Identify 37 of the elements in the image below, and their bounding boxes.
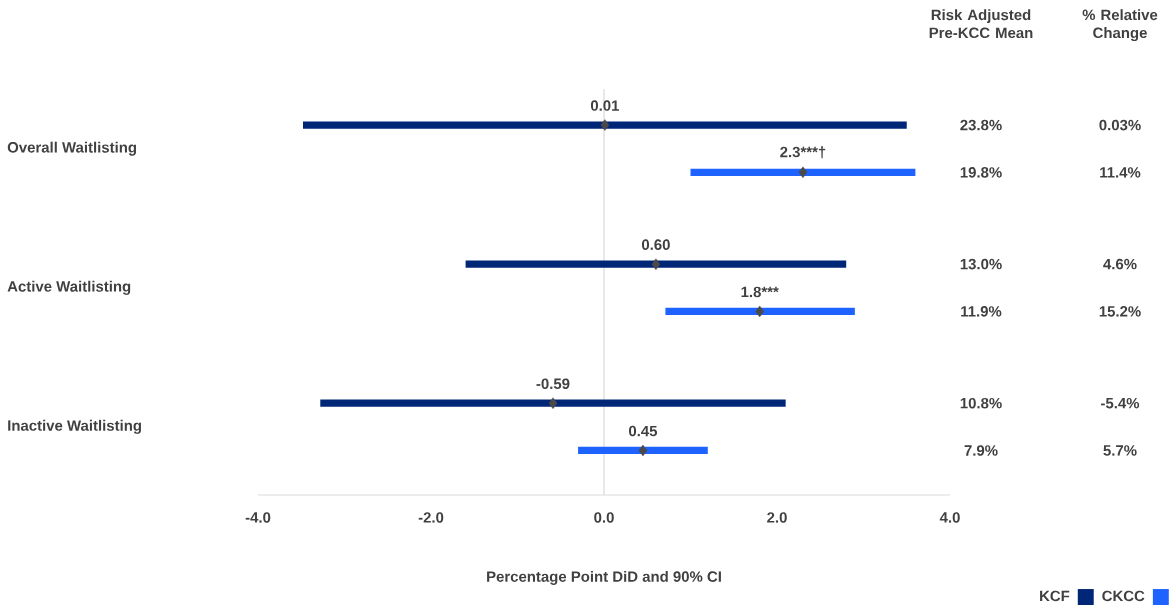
data-label: 0.45 (628, 425, 658, 437)
bar (665, 307, 855, 316)
text: 19.8% (960, 167, 1002, 178)
x-tick-label: -4.0 (245, 512, 271, 523)
data-label: 1.8*** (741, 286, 779, 298)
legend-label: KCF (1040, 590, 1070, 602)
x-axis-title: Percentage Point DiD and 90% CI (487, 570, 721, 585)
text: 13.0% (960, 258, 1002, 270)
data-label: 0.60 (641, 239, 670, 250)
bar (302, 121, 907, 129)
bar (320, 399, 786, 407)
data-label: 2.3***† (780, 146, 826, 159)
text: Risk Adjusted Pre-KCC Mean (929, 9, 1033, 39)
text: 7.9% (964, 445, 998, 456)
text: 23.8% (960, 119, 1002, 131)
x-tick-label: -2.0 (418, 512, 444, 523)
legend-label: CKCC (1102, 590, 1145, 602)
data-label: -0.59 (536, 378, 570, 390)
bar (690, 168, 916, 176)
x-tick-label: 2.0 (767, 512, 787, 523)
bar (578, 446, 708, 455)
x-tick-label: 0.0 (594, 512, 614, 523)
text: % Relative Change (1082, 9, 1158, 42)
data-label: 0.01 (590, 100, 619, 111)
text: 5.7% (1103, 445, 1137, 456)
text: 4.6% (1103, 258, 1137, 270)
text: 15.2% (1099, 306, 1141, 317)
bar (465, 260, 847, 268)
x-tick-label: 4.0 (939, 512, 960, 523)
y-tick-label: Overall Waitlisting (7, 141, 137, 156)
text: 11.4% (1100, 167, 1141, 178)
text: -5.4% (1101, 397, 1140, 409)
y-tick-label: Inactive Waitlisting (8, 419, 141, 434)
y-tick-label: Active Waitlisting (7, 280, 131, 295)
text: 0.03% (1099, 119, 1141, 131)
text: 11.9% (961, 306, 1002, 317)
text: 10.8% (960, 397, 1002, 409)
